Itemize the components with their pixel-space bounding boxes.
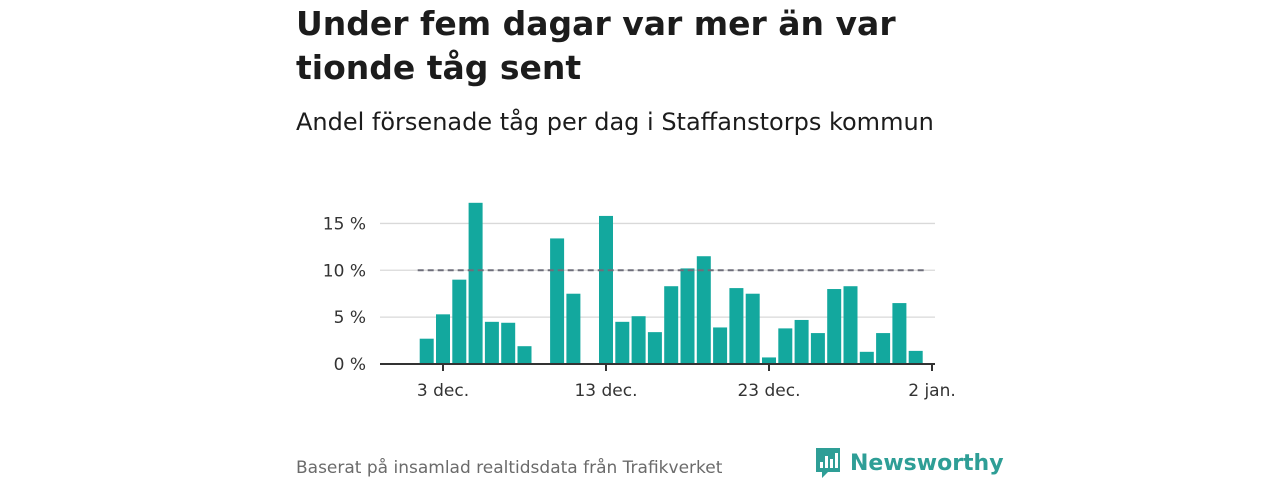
bar bbox=[892, 303, 907, 364]
bar bbox=[794, 319, 809, 364]
bar bbox=[859, 351, 874, 364]
y-tick-label: 5 % bbox=[334, 308, 366, 328]
bar bbox=[484, 321, 499, 364]
bar bbox=[810, 333, 825, 364]
bar bbox=[908, 350, 923, 364]
bar bbox=[778, 328, 793, 364]
bar bbox=[762, 357, 776, 364]
brand-name: Newsworthy bbox=[850, 450, 1004, 476]
chart-subtitle: Andel försenade tåg per dag i Staffansto… bbox=[296, 108, 934, 136]
bar bbox=[680, 268, 695, 364]
bar bbox=[631, 316, 646, 364]
bar bbox=[566, 293, 581, 364]
bar bbox=[419, 338, 434, 364]
bar-chart: 0 % 5 % 10 % 15 % 3 dec. 13 dec. 23 dec. 2 jan… bbox=[323, 202, 956, 401]
y-tick-label: 15 % bbox=[323, 214, 366, 234]
y-axis-tick-labels: 0 % 5 % 10 % 15 % bbox=[323, 214, 366, 375]
y-tick-label: 10 % bbox=[323, 261, 366, 281]
x-tick-label: 2 jan. bbox=[908, 381, 956, 401]
bar bbox=[664, 286, 679, 364]
bar bbox=[843, 286, 858, 364]
y-tick-label: 0 % bbox=[334, 355, 366, 375]
bar bbox=[599, 215, 613, 364]
bar bbox=[436, 314, 450, 364]
x-axis-ticks: 3 dec. 13 dec. 23 dec. 2 jan. bbox=[417, 364, 956, 401]
source-note: Baserat på insamlad realtidsdata från Tr… bbox=[296, 458, 723, 478]
bar bbox=[745, 293, 760, 364]
bar bbox=[729, 288, 744, 364]
bar bbox=[876, 333, 891, 364]
chart-title: Under fem dagar var mer än var tionde tå… bbox=[296, 4, 896, 87]
bar bbox=[615, 321, 630, 364]
bar bbox=[501, 322, 516, 364]
bar bbox=[550, 238, 565, 364]
bar bbox=[517, 346, 532, 364]
bar bbox=[713, 327, 728, 364]
bar bbox=[696, 256, 711, 364]
bar bbox=[827, 289, 842, 364]
x-tick-label: 23 dec. bbox=[737, 381, 800, 401]
brand-logo: Newsworthy bbox=[814, 446, 1004, 480]
bars bbox=[419, 202, 923, 364]
bar bbox=[468, 202, 483, 364]
x-tick-label: 3 dec. bbox=[417, 381, 469, 401]
x-tick-label: 13 dec. bbox=[574, 381, 637, 401]
newsworthy-logo-icon bbox=[816, 448, 840, 478]
bar bbox=[452, 279, 467, 364]
bar bbox=[647, 332, 662, 364]
